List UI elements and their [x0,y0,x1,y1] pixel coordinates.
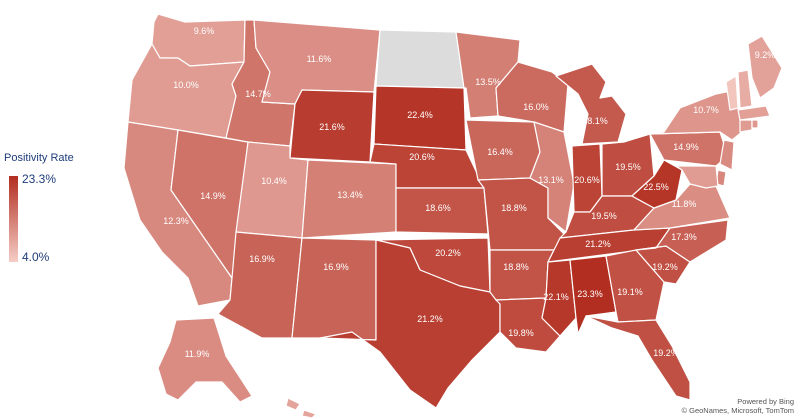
state-va[interactable] [633,183,731,231]
state-me[interactable] [747,35,783,99]
state-md[interactable] [675,165,719,189]
state-label-mn: 13.5% [475,77,501,87]
state-label-az: 16.9% [249,254,275,264]
state-hi[interactable] [285,397,317,419]
state-label-ks: 18.6% [425,203,451,213]
state-label-wa: 9.6% [194,26,215,36]
state-label-ga: 19.1% [617,287,643,297]
legend-max-label: 23.3% [22,172,57,186]
state-nd[interactable] [375,29,465,89]
state-nh[interactable] [737,69,753,109]
state-label-or: 10.0% [173,80,199,90]
state-label-ky: 19.5% [591,211,617,221]
state-nm[interactable] [291,237,377,341]
state-label-la: 19.8% [508,328,534,338]
state-label-mo: 18.8% [501,203,527,213]
state-label-tn: 21.2% [585,239,611,249]
state-label-ca: 12.3% [163,216,189,226]
legend-gradient-bar [9,176,18,262]
state-label-nv: 14.9% [200,191,226,201]
state-ma[interactable] [737,105,771,121]
state-label-mi: 18.1% [582,116,608,126]
state-label-sd: 22.4% [407,110,433,120]
state-ak[interactable] [157,317,253,403]
state-label-ok: 20.2% [435,248,461,258]
state-label-nc: 17.3% [671,232,697,242]
state-label-wv: 22.5% [643,182,669,192]
state-label-il: 13.1% [538,175,564,185]
state-label-ia: 16.4% [487,147,513,157]
state-label-co: 13.4% [337,190,363,200]
states-layer [123,13,783,419]
state-label-fl: 19.2% [653,348,679,358]
state-label-sc: 19.2% [652,262,678,272]
state-wy[interactable] [289,89,375,163]
state-label-wi: 16.0% [523,102,549,112]
state-nj[interactable] [719,139,735,171]
state-label-ar: 18.8% [503,262,529,272]
state-label-ak: 11.9% [185,349,210,359]
state-label-id: 14.7% [245,89,271,99]
state-label-ny: 10.7% [693,105,719,115]
state-label-oh: 19.5% [615,162,641,172]
state-label-wy: 21.6% [319,122,345,132]
map-attribution: Powered by Bing © GeoNames, Microsoft, T… [682,397,795,415]
state-label-pa: 14.9% [673,142,699,152]
state-label-ut: 10.4% [261,176,287,186]
state-label-va: 11.8% [672,199,697,209]
state-label-ne: 20.6% [409,152,435,162]
state-label-nm: 16.9% [323,262,349,272]
state-label-tx: 21.2% [417,314,443,324]
state-label-me: 9.2% [755,50,776,60]
state-label-mt: 11.6% [307,54,332,64]
state-tx[interactable] [319,239,501,409]
attribution-credits: © GeoNames, Microsoft, TomTom [681,406,795,415]
state-mi[interactable] [555,63,627,145]
state-vt[interactable] [725,75,739,111]
labels-layer: 9.6% 10.0% 12.3% 14.9% 14.7% 11.6% 21.6% 10.4% 1… [163,26,775,359]
state-fl[interactable] [585,315,691,401]
state-label-al: 23.3% [577,289,603,299]
legend: Positivity Rate 23.3% 4.0% [4,152,94,272]
attribution-powered-by: Powered by Bing [737,397,794,406]
state-label-in: 20.6% [574,175,600,185]
state-ct[interactable] [739,119,753,133]
state-ri[interactable] [751,119,759,129]
state-il[interactable] [529,121,575,233]
state-label-ms: 22.1% [543,292,569,302]
legend-title: Positivity Rate [4,152,74,164]
legend-min-label: 4.0% [22,250,50,264]
